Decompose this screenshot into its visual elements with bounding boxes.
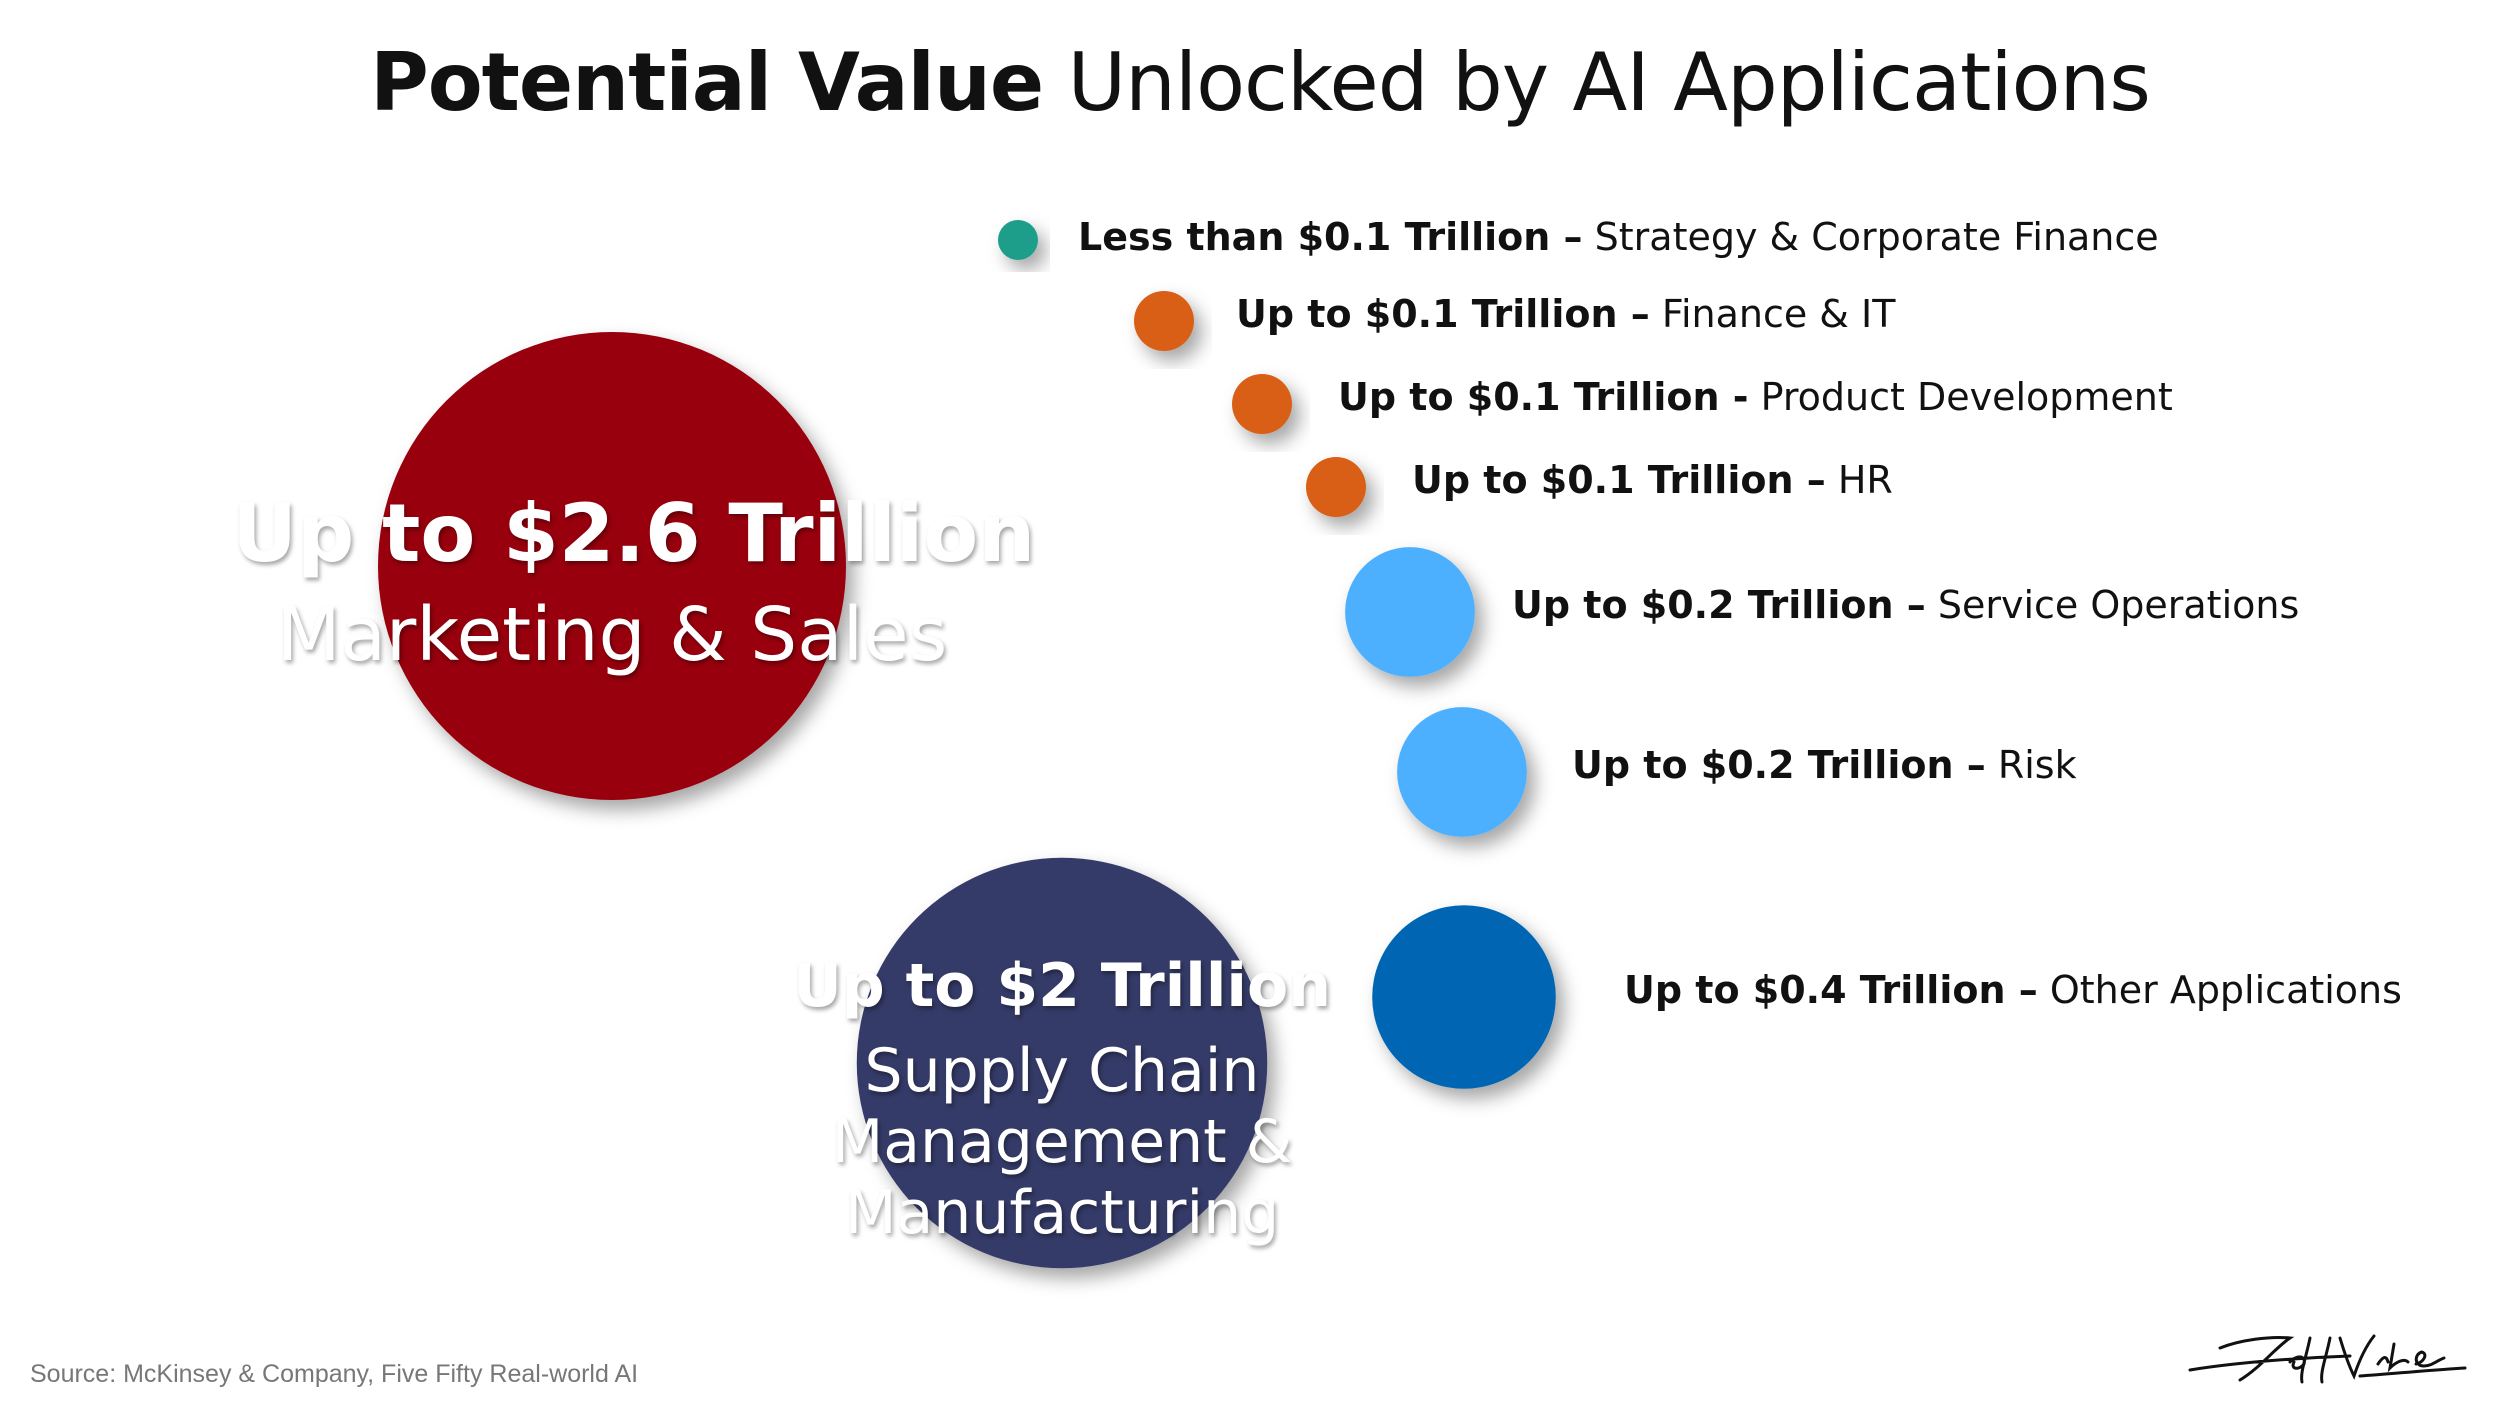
bubble-category: Management & (831, 1106, 1293, 1177)
bubble-category: Manufacturing (844, 1177, 1280, 1248)
bubble-2 (998, 220, 1038, 260)
bubble-label-2: Less than $0.1 Trillion – Strategy & Cor… (1078, 215, 2159, 259)
bubble-amount: Up to $0.2 Trillion – (1572, 743, 1986, 787)
bubble-6 (1345, 547, 1475, 677)
bubble-category: Marketing & Sales (276, 592, 948, 678)
bubble-amount: Up to $0.1 Trillion – (1412, 458, 1826, 502)
bubble-1 (856, 857, 1268, 1269)
title-rest: Unlocked by AI Applications (1043, 36, 2151, 129)
title-bold: Potential Value (370, 36, 1044, 129)
bubble-7 (1397, 707, 1527, 837)
bubble-0 (378, 332, 846, 800)
chart-title: Potential Value Unlocked by AI Applicati… (0, 36, 2500, 129)
bubble-amount: Up to $2 Trillion (793, 951, 1331, 1021)
signature-mark (2188, 1334, 2467, 1384)
bubble-category: HR (1825, 458, 1893, 502)
bubble-label-6: Up to $0.2 Trillion – Service Operations (1512, 583, 2299, 627)
bubble-label-7: Up to $0.2 Trillion – Risk (1572, 743, 2077, 787)
bubble-category: Other Applications (2037, 968, 2402, 1012)
bubble-label-4: Up to $0.1 Trillion - Product Developmen… (1338, 375, 2173, 419)
bubble-amount: Up to $2.6 Trillion (232, 487, 1036, 580)
bubble-category: Finance & IT (1649, 292, 1896, 336)
bubble-category: Service Operations (1925, 583, 2300, 627)
bubble-category: Risk (1985, 743, 2077, 787)
bubble-3 (1134, 291, 1194, 351)
bubble-8 (1372, 905, 1556, 1089)
bubble-label-1: Up to $2 Trillion Supply Chain Management … (782, 950, 1342, 1248)
bubble-5 (1306, 457, 1366, 517)
bubble-label-0: Up to $2.6 Trillion Marketing & Sales (232, 486, 1036, 679)
bubble-category: Strategy & Corporate Finance (1582, 215, 2159, 259)
bubble-category: Supply Chain (864, 1036, 1260, 1106)
bubble-amount: Up to $0.2 Trillion – (1512, 583, 1926, 627)
bubble-amount: Up to $0.1 Trillion – (1236, 292, 1650, 336)
bubble-label-3: Up to $0.1 Trillion – Finance & IT (1236, 292, 1895, 336)
bubble-amount: Up to $0.1 Trillion - (1338, 375, 1749, 419)
bubble-amount: Up to $0.4 Trillion – (1624, 968, 2038, 1012)
bubble-amount: Less than $0.1 Trillion – (1078, 215, 1583, 259)
bubble-category: Product Development (1748, 375, 2173, 419)
source-note: Source: McKinsey & Company, Five Fifty R… (30, 1360, 639, 1388)
bubble-label-8: Up to $0.4 Trillion – Other Applications (1624, 968, 2402, 1012)
bubble-label-5: Up to $0.1 Trillion – HR (1412, 458, 1893, 502)
bubble-4 (1232, 374, 1292, 434)
